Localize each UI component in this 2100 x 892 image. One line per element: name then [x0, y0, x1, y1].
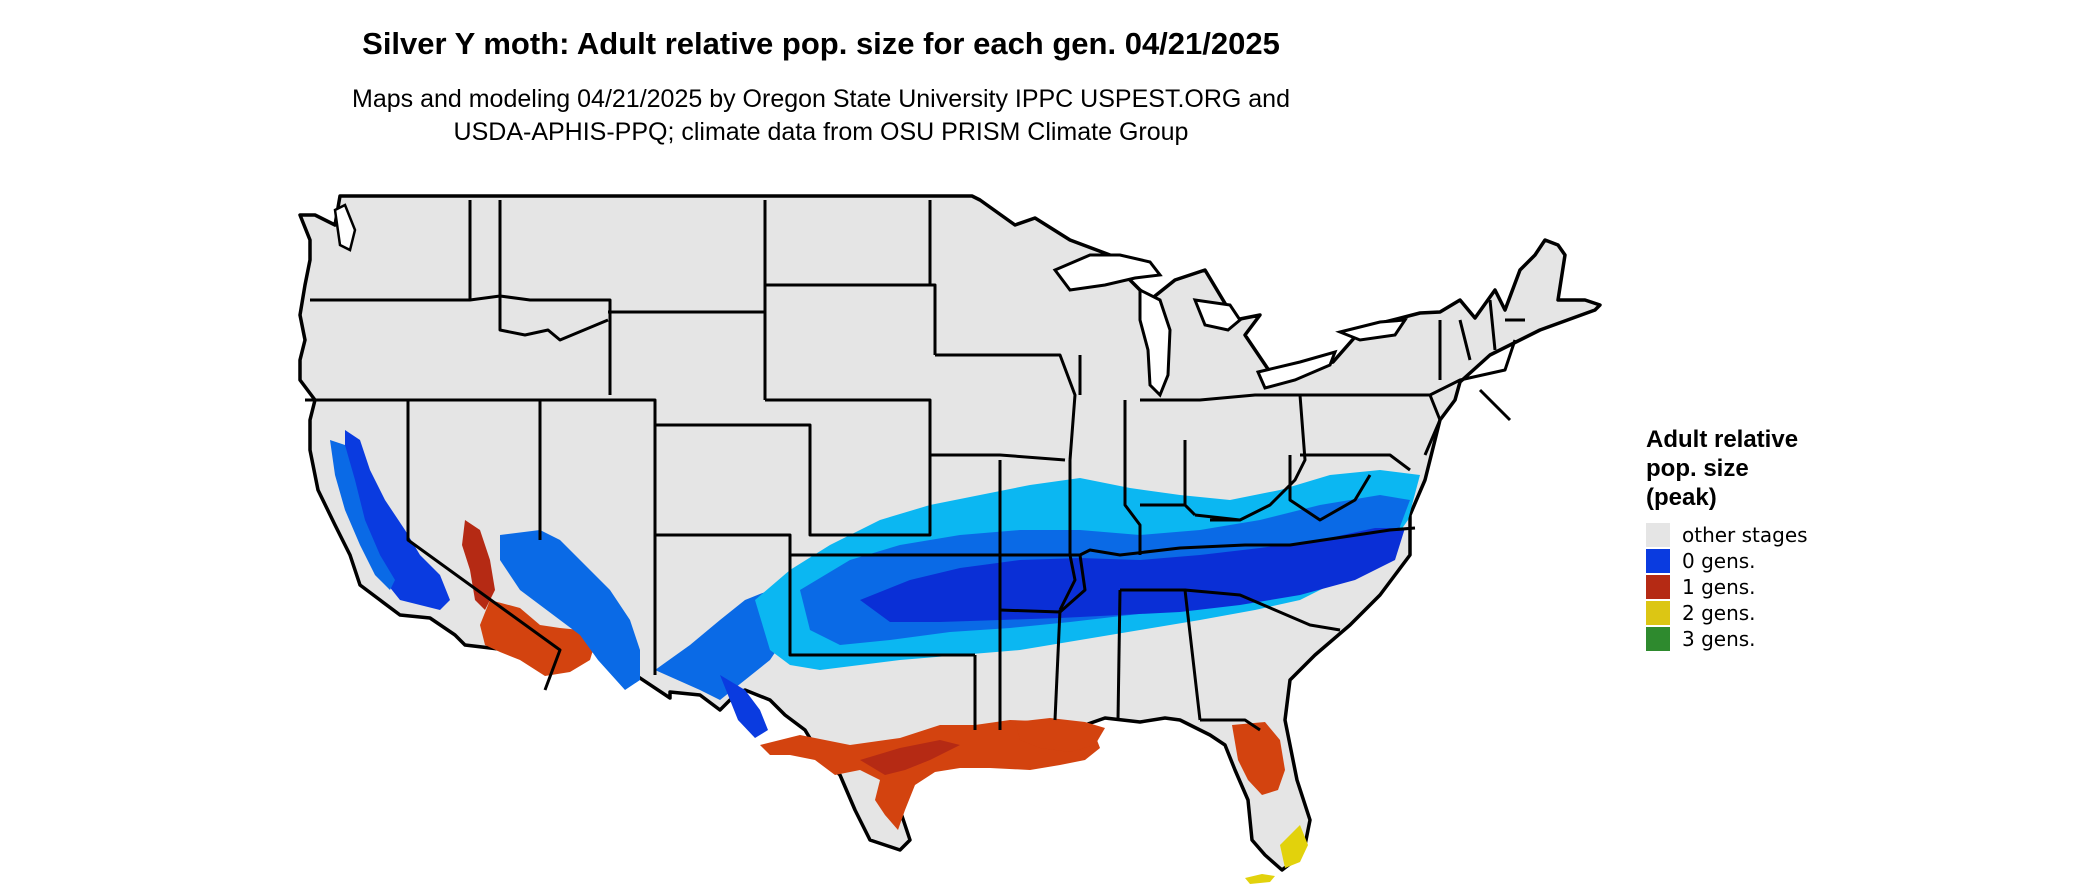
subtitle-line-1: Maps and modeling 04/21/2025 by Oregon S… — [352, 85, 1290, 113]
zone-0gen-southwest — [500, 530, 640, 690]
legend-item-0-gens: 0 gens. — [1646, 548, 1886, 574]
legend-label: other stages — [1682, 523, 1808, 547]
legend-label: 0 gens. — [1682, 549, 1756, 573]
legend-item-2-gens: 2 gens. — [1646, 600, 1886, 626]
zone-1gen-florida — [1232, 722, 1285, 795]
zone-2gen-keys — [1245, 874, 1275, 884]
legend-item-1-gens: 1 gens. — [1646, 574, 1886, 600]
legend-item-other-stages: other stages — [1646, 522, 1886, 548]
legend-label: 2 gens. — [1682, 601, 1756, 625]
zone-0gen-belt-dark — [860, 528, 1405, 622]
legend-swatch — [1646, 575, 1670, 599]
legend: Adult relative pop. size (peak) other st… — [1646, 425, 1886, 652]
zone-1gen-gulf-dark — [860, 740, 960, 775]
great-lakes — [1052, 253, 1408, 398]
puget-sound — [333, 203, 357, 252]
zone-1gen-gulf — [760, 720, 1100, 830]
legend-item-3-gens: 3 gens. — [1646, 626, 1886, 652]
zone-0gen-texas-tail — [720, 675, 768, 738]
state-borders — [305, 200, 1525, 732]
legend-label: 1 gens. — [1682, 575, 1756, 599]
zone-1gen-gulf-la — [1015, 718, 1105, 752]
zone-2gen-florida — [1280, 825, 1308, 868]
legend-swatch — [1646, 549, 1670, 573]
zone-0gen-california — [345, 430, 450, 610]
legend-title-line-2: pop. size — [1646, 455, 1749, 482]
zone-0gen-coast — [330, 440, 395, 590]
subtitle-line-2: USDA-APHIS-PPQ; climate data from OSU PR… — [453, 118, 1189, 146]
zone-0gen-west-texas — [655, 590, 795, 700]
zone-1gen-colorado-river — [462, 520, 495, 610]
legend-swatch — [1646, 627, 1670, 651]
map-subtitle: Maps and modeling 04/21/2025 by Oregon S… — [0, 83, 1642, 149]
legend-swatch — [1646, 523, 1670, 547]
legend-label: 3 gens. — [1682, 627, 1756, 651]
legend-items: other stages 0 gens. 1 gens. 2 gens. 3 g… — [1646, 522, 1886, 652]
zone-1gen-arizona — [480, 600, 596, 676]
legend-title: Adult relative pop. size (peak) — [1646, 425, 1886, 512]
legend-title-line-1: Adult relative — [1646, 426, 1799, 453]
map-title: Silver Y moth: Adult relative pop. size … — [362, 26, 1280, 61]
legend-title-line-3: (peak) — [1646, 484, 1717, 511]
legend-swatch — [1646, 601, 1670, 625]
